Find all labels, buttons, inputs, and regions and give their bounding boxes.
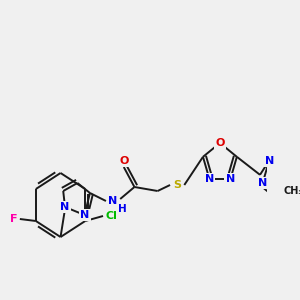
Text: CH₃: CH₃ [284,186,300,196]
Text: N: N [258,178,267,188]
Text: N: N [80,210,89,220]
Text: N: N [60,202,70,212]
Text: N: N [205,174,214,184]
Text: H: H [118,204,126,214]
Text: O: O [215,138,225,148]
Text: N: N [109,196,118,206]
Text: N: N [265,156,274,166]
Text: S: S [173,180,181,190]
Text: Cl: Cl [106,211,118,221]
Text: O: O [119,156,128,166]
Text: F: F [10,214,17,224]
Text: N: N [226,174,235,184]
